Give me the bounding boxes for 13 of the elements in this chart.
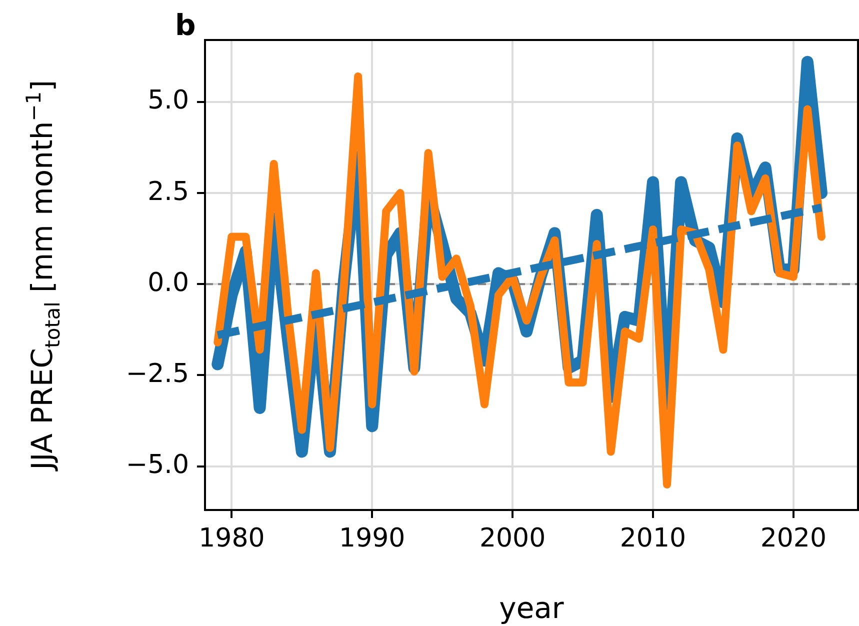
y-axis-title: JJA PRECtotal [mm month−1] — [21, 80, 64, 472]
x-tick-label: 2020 — [760, 523, 826, 554]
y-tick-label: 5.0 — [148, 86, 189, 116]
x-tick-label: 1980 — [198, 523, 265, 554]
x-tick-label: 2000 — [479, 523, 546, 554]
y-tick-label: −5.0 — [126, 450, 189, 480]
y-tick-label: 2.5 — [148, 176, 189, 207]
x-tick-label: 1990 — [339, 523, 406, 554]
x-tick-label: 2010 — [620, 523, 686, 554]
y-tick-label: 0.0 — [148, 268, 189, 298]
y-tick-label: −2.5 — [126, 358, 189, 389]
x-axis-title: year — [499, 591, 564, 625]
text: b — [175, 8, 196, 42]
